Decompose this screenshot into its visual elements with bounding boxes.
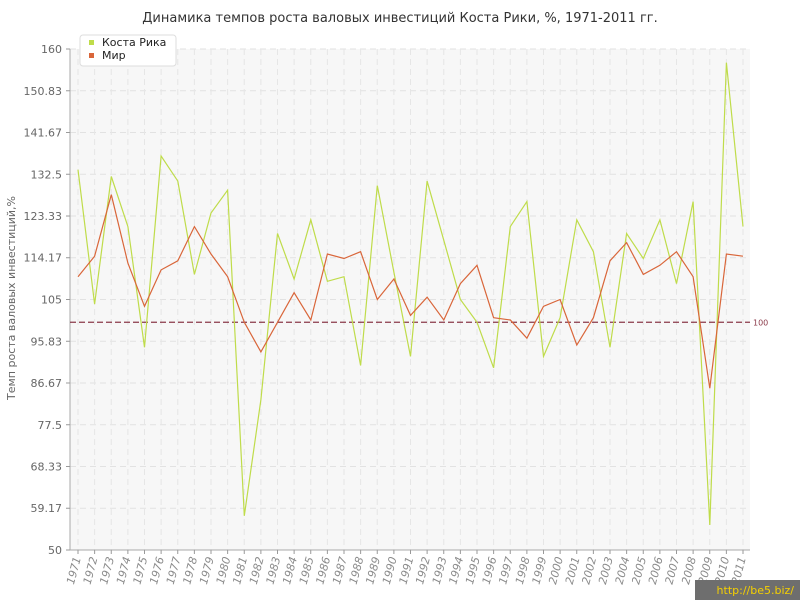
series-line: [77, 62, 744, 526]
y-tick-label: 77.5: [38, 419, 63, 432]
y-tick-label: 105: [41, 294, 62, 307]
y-axis-label: Темп роста валовых инвестиций,%: [5, 196, 18, 401]
y-tick-label: 86.67: [31, 377, 63, 390]
y-tick-label: 132.5: [31, 168, 63, 181]
watermark-text: http://be5.biz/: [716, 584, 794, 597]
y-tick-label: 114.17: [24, 252, 63, 265]
y-tick-label: 150.83: [24, 85, 63, 98]
y-tick-label: 141.67: [24, 126, 63, 139]
reference-line-group: 100: [70, 318, 768, 327]
y-tick-label: 123.33: [24, 210, 63, 223]
legend-box: [79, 34, 177, 67]
legend-swatch: [89, 40, 94, 45]
legend-label: Коста Рика: [102, 36, 166, 49]
series-group: [77, 62, 744, 526]
y-tick-label: 95.83: [31, 335, 63, 348]
legend-swatch: [89, 53, 94, 58]
series-line: [77, 194, 744, 389]
y-tick-label: 68.33: [31, 461, 63, 474]
y-tick-label: 50: [48, 544, 62, 557]
legend-label: Мир: [102, 49, 126, 62]
grid: [69, 48, 750, 551]
reference-line-label: 100: [753, 318, 768, 327]
y-tick-label: 160: [41, 43, 62, 56]
chart-title: Динамика темпов роста валовых инвестиций…: [142, 11, 657, 26]
y-axis-ticks: 50 59.17 68.33 77.5 86.67 95.83 105 114.17 123.3…: [24, 43, 70, 557]
watermark-badge: [695, 580, 800, 600]
y-tick-label: 59.17: [31, 502, 63, 515]
